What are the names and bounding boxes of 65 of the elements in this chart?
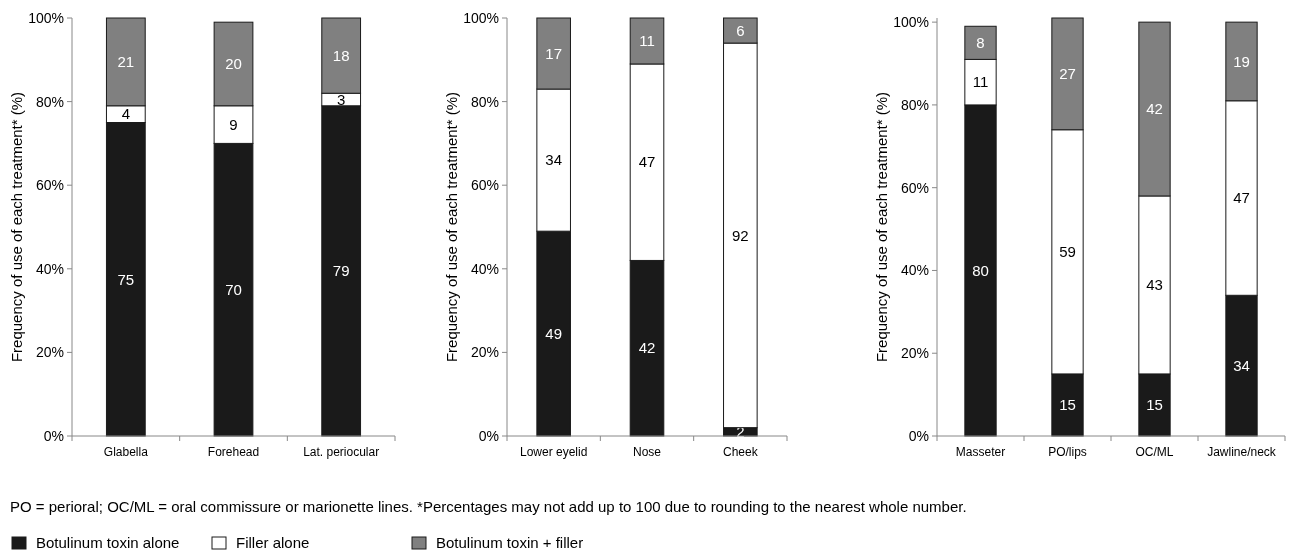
data-label: 47: [638, 153, 656, 171]
y-tick-label: 40%: [470, 260, 499, 277]
data-label: 34: [1233, 356, 1250, 374]
y-tick-label: 20%: [900, 345, 929, 362]
data-label: 18: [332, 46, 350, 64]
data-label: 4: [121, 105, 131, 123]
x-tick-label: Nose: [632, 445, 662, 459]
data-label: 43: [1146, 276, 1163, 294]
x-tick-label: Jawline/neck: [1207, 445, 1277, 459]
legend-label: Botulinum toxin + filler: [436, 534, 584, 551]
y-tick-label: 20%: [470, 344, 499, 361]
data-label: 3: [336, 90, 346, 108]
y-tick-label: 40%: [35, 260, 64, 277]
x-tick-label: Forehead: [207, 445, 260, 459]
data-label: 11: [639, 32, 655, 50]
data-label: 20: [225, 55, 242, 73]
data-label: 80: [972, 261, 989, 279]
x-tick-label: Cheek: [722, 445, 759, 459]
data-label: 11: [972, 73, 989, 91]
y-tick-label: 100%: [463, 9, 499, 26]
text: PO = perioral; OC/ML = oral commissure or marionette lines. *Percentages may not add up to 100 due to rounding to the nearest whole number.: [10, 498, 967, 515]
x-tick-label: OC/ML: [1135, 445, 1174, 459]
x-tick-label: Lat. periocular: [303, 445, 380, 459]
data-label: 9: [229, 115, 238, 133]
x-tick-label: PO/lips: [1048, 445, 1087, 459]
y-axis-title: Frequency of use of each treatment* (%): [873, 91, 890, 363]
data-label: 8: [976, 34, 985, 52]
x-tick-label: Glabella: [103, 445, 149, 459]
y-tick-label: 0%: [478, 427, 499, 444]
legend-label: Filler alone: [236, 534, 310, 551]
data-label: 42: [638, 339, 656, 357]
y-tick-label: 60%: [470, 177, 499, 194]
data-label: 79: [332, 262, 350, 280]
data-label: 75: [117, 270, 135, 288]
data-label: 47: [1233, 189, 1250, 207]
x-tick-label: Lower eyelid: [519, 445, 588, 459]
data-label: 15: [1059, 396, 1076, 414]
data-label: 70: [225, 280, 242, 298]
data-label: 49: [545, 324, 563, 342]
data-label: 21: [117, 53, 135, 71]
y-tick-label: 80%: [470, 93, 499, 110]
y-tick-label: 100%: [893, 14, 929, 31]
legend-label: Botulinum toxin alone: [36, 534, 180, 551]
data-label: 27: [1059, 65, 1076, 83]
y-tick-label: 0%: [908, 427, 929, 444]
data-label: 6: [736, 21, 745, 39]
data-label: 2: [736, 423, 745, 441]
y-axis-title: Frequency of use of each treatment* (%): [8, 91, 25, 363]
data-label: 15: [1146, 396, 1163, 414]
y-tick-label: 80%: [35, 93, 64, 110]
y-tick-label: 20%: [35, 344, 64, 361]
data-label: 19: [1233, 52, 1250, 70]
data-label: 42: [1146, 100, 1163, 118]
y-tick-label: 0%: [43, 427, 64, 444]
data-label: 92: [731, 226, 749, 244]
x-tick-label: Masseter: [955, 445, 1006, 459]
data-label: 59: [1059, 243, 1076, 261]
data-label: 34: [545, 151, 563, 169]
y-tick-label: 60%: [35, 177, 64, 194]
y-tick-label: 40%: [900, 262, 929, 279]
y-tick-label: 80%: [900, 96, 929, 113]
y-tick-label: 60%: [900, 179, 929, 196]
y-axis-title: Frequency of use of each treatment* (%): [443, 91, 460, 363]
y-tick-label: 100%: [28, 9, 64, 26]
data-label: 17: [545, 44, 563, 62]
